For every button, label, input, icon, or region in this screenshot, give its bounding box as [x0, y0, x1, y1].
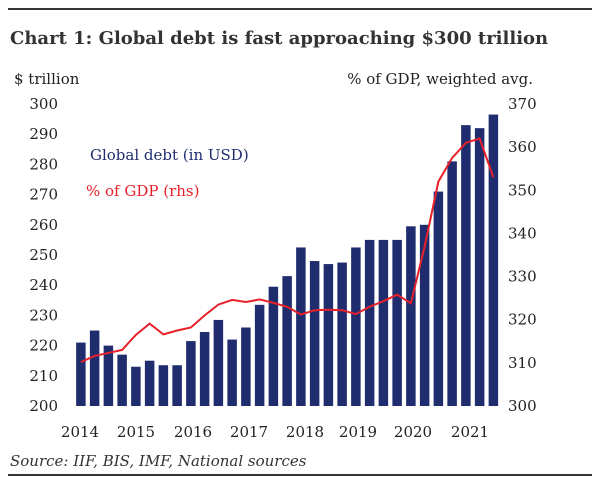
- debt-bar: [254, 304, 265, 406]
- x-year-label: 2015: [117, 423, 155, 441]
- debt-bar: [447, 161, 457, 406]
- debt-bar: [461, 125, 471, 406]
- right-tick-label: 360: [508, 138, 537, 156]
- left-tick-label: 260: [29, 216, 58, 234]
- debt-bar: [268, 286, 279, 406]
- debt-bar: [158, 365, 169, 406]
- right-tick-label: 320: [508, 311, 537, 329]
- x-year-label: 2017: [230, 423, 268, 441]
- x-year-label: 2018: [286, 423, 324, 441]
- debt-bar: [213, 319, 224, 406]
- left-tick-label: 240: [29, 276, 58, 294]
- debt-bar: [337, 262, 347, 406]
- x-year-label: 2016: [174, 423, 212, 441]
- bottom-rule: [8, 474, 592, 476]
- left-tick-label: 270: [29, 186, 58, 204]
- debt-bar: [172, 365, 182, 406]
- debt-bar: [103, 345, 114, 406]
- right-tick-label: 370: [508, 95, 537, 113]
- debt-bar: [199, 332, 210, 406]
- debt-bar: [282, 276, 292, 406]
- debt-bar: [406, 226, 416, 406]
- left-tick-label: 250: [29, 246, 58, 264]
- right-tick-label: 310: [508, 354, 537, 372]
- left-tick-label: 300: [29, 95, 58, 113]
- debt-bar: [309, 261, 320, 406]
- debt-bar: [76, 342, 86, 406]
- right-tick-label: 300: [508, 397, 537, 415]
- debt-bar: [474, 128, 485, 406]
- debt-bar: [364, 239, 375, 406]
- left-axis-label: $ trillion: [14, 70, 80, 88]
- source-note: Source: IIF, BIS, IMF, National sources: [10, 452, 307, 470]
- debt-bar: [241, 327, 251, 406]
- debt-bar: [296, 247, 306, 406]
- legend-bars: Global debt (in USD): [90, 146, 249, 164]
- chart-title: Chart 1: Global debt is fast approaching…: [10, 28, 549, 49]
- debt-bar: [144, 360, 155, 406]
- x-year-label: 2021: [451, 423, 489, 441]
- debt-bar: [117, 354, 127, 406]
- left-tick-label: 200: [29, 397, 58, 415]
- right-tick-label: 340: [508, 224, 537, 242]
- debt-bar: [351, 247, 361, 406]
- debt-bar: [227, 339, 237, 406]
- top-rule: [8, 8, 592, 10]
- legend-line: % of GDP (rhs): [86, 182, 199, 200]
- debt-bar: [323, 264, 334, 406]
- left-tick-label: 220: [29, 337, 58, 355]
- gdp-line: [80, 137, 495, 363]
- left-tick-label: 210: [29, 367, 58, 385]
- debt-bar: [89, 330, 100, 406]
- x-year-label: 2014: [61, 423, 99, 441]
- right-tick-label: 330: [508, 268, 537, 286]
- left-tick-label: 290: [29, 125, 58, 143]
- debt-bar: [433, 191, 444, 406]
- right-axis-label: % of GDP, weighted avg.: [347, 70, 533, 88]
- left-tick-label: 230: [29, 306, 58, 324]
- x-year-label: 2020: [394, 423, 432, 441]
- debt-bar: [392, 239, 402, 406]
- right-tick-label: 350: [508, 181, 537, 199]
- debt-bar: [378, 239, 389, 406]
- debt-bar: [186, 341, 196, 406]
- left-tick-label: 280: [29, 155, 58, 173]
- x-year-label: 2019: [339, 423, 377, 441]
- debt-bar: [131, 366, 141, 406]
- debt-bar: [488, 114, 499, 406]
- debt-bar: [419, 224, 430, 406]
